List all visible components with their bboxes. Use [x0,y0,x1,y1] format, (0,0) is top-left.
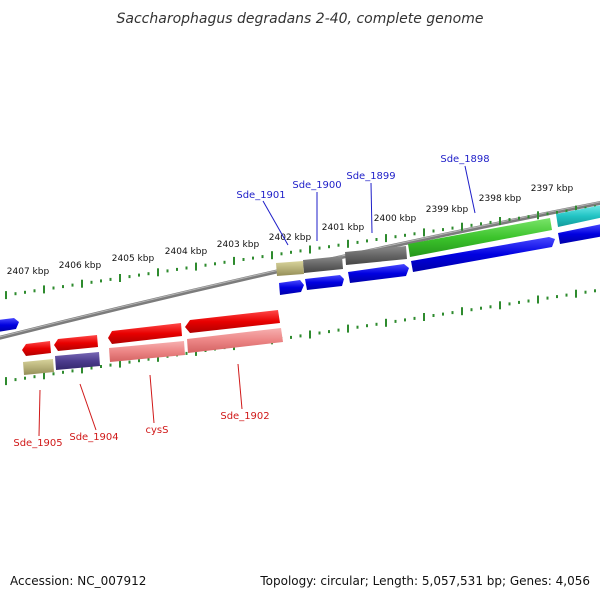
tick-tracks [5,205,596,386]
kbp-tick-label: 2403 kbp [217,240,260,250]
gene-label: Sde_1899 [346,171,395,182]
gene-label: Sde_1902 [220,411,269,422]
kbp-tick-label: 2399 kbp [426,205,469,215]
gene-leader-line [149,374,155,424]
gene-arrow [185,310,280,333]
gene-cog-grey [303,256,343,273]
gene-cog-pink [109,341,185,362]
gene-leader-line [464,165,476,214]
accession-label: Accession: NC_007912 [10,574,146,588]
gene-arrow [54,335,98,351]
gene-label: cysS [146,425,169,436]
gene-label: Sde_1905 [13,438,62,449]
kbp-tick-label: 2398 kbp [479,194,522,204]
gene-cog-grey [345,246,407,265]
gene-callouts: Sde_1901 Sde_1900 Sde_1899 Sde_1898 Sde_1905… [13,154,489,449]
gene-label: Sde_1901 [236,190,285,201]
gene-leader-line [262,200,289,246]
gene-cog-cyan [556,205,600,227]
gene-arrow [305,275,344,290]
kbp-tick-label: 2407 kbp [7,267,50,277]
gene-cog-pink [187,328,283,353]
genome-summary: Topology: circular; Length: 5,057,531 bp… [259,574,590,588]
gene-label: Sde_1900 [292,180,341,191]
gene-cog-green [408,218,552,257]
gene-arrow [411,237,555,272]
kbp-tick-label: 2405 kbp [112,254,155,264]
tick-labels: 2397 kbp 2398 kbp 2399 kbp 2400 kbp 2401 kbp… [7,184,574,277]
kbp-tick-label: 2404 kbp [165,247,208,257]
gene-leader-line [237,363,243,410]
kbp-tick-label: 2400 kbp [374,214,417,224]
gene-leader-line [370,182,373,234]
gene-arrow [0,318,19,332]
gene-cog-olive [23,359,54,375]
gene-cog-navy [55,352,100,370]
gene-label: Sde_1904 [69,432,118,443]
gene-leader-line [38,389,41,437]
kbp-tick-label: 2401 kbp [322,223,365,233]
gene-leader-line [79,383,97,431]
gene-label: Sde_1898 [440,154,489,165]
gene-arrow [108,323,182,344]
kbp-tick-label: 2406 kbp [59,261,102,271]
gene-cog-olive [276,261,304,276]
gene-arrow [558,224,600,244]
gene-arrow [22,341,51,356]
gene-arrow [279,280,304,295]
reverse-strand-genes [22,310,283,375]
gene-arrow [348,264,409,283]
map-title: Saccharophagus degradans 2-40, complete … [117,11,484,27]
kbp-tick-label: 2397 kbp [531,184,574,194]
kbp-tick-label: 2402 kbp [269,233,312,243]
forward-strand-genes [0,205,600,332]
